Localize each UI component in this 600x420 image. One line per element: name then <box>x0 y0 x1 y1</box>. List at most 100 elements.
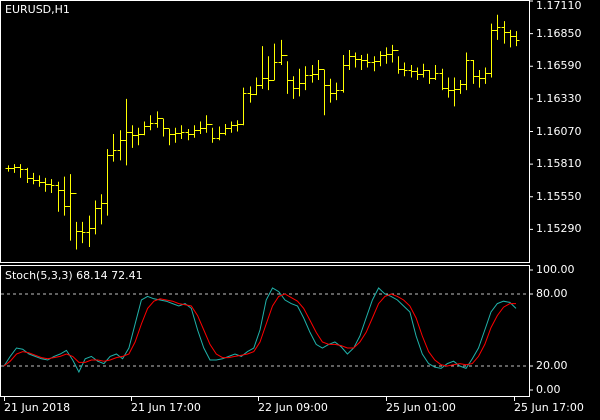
price-bar <box>228 121 235 133</box>
time-tick-label: 21 Jun 2018 <box>4 401 71 414</box>
price-bar <box>253 77 260 96</box>
price-bar <box>79 221 86 244</box>
price-bar <box>48 179 55 193</box>
time-tick-label: 25 Jun 01:00 <box>386 401 456 414</box>
price-bar <box>17 164 24 178</box>
price-bar <box>240 87 247 126</box>
price-bar <box>61 176 68 216</box>
price-bar <box>191 125 198 138</box>
price-bar <box>501 21 508 44</box>
price-tick-label: 1.15290 <box>536 222 582 236</box>
stoch-signal-line <box>3 293 516 367</box>
price-bar <box>154 111 161 128</box>
price-bar <box>476 70 483 88</box>
price-bar <box>117 130 124 161</box>
price-bar <box>451 77 458 107</box>
price-bar <box>352 52 359 68</box>
price-tick-label: 1.16850 <box>536 26 582 40</box>
price-bar <box>439 68 446 91</box>
price-bar <box>271 43 278 81</box>
price-bar <box>197 121 204 135</box>
price-bar <box>494 14 501 40</box>
price-bar <box>426 70 433 84</box>
price-bar <box>401 62 408 77</box>
stoch-tick-label: 80.00 <box>536 287 568 300</box>
price-bar <box>259 46 266 89</box>
price-bar <box>147 115 154 131</box>
time-tick-label: 21 Jun 17:00 <box>131 401 201 414</box>
price-bar <box>383 47 390 64</box>
stoch-tick-label: 0.00 <box>536 383 561 396</box>
price-bar <box>24 167 31 183</box>
price-bar <box>296 68 303 97</box>
price-bar <box>123 98 130 166</box>
price-bar <box>278 39 285 65</box>
stoch-tick-label: 20.00 <box>536 359 568 372</box>
price-bar <box>488 23 495 78</box>
stoch-axis-ticks <box>529 269 533 391</box>
price-bar <box>5 165 12 172</box>
price-bar <box>222 123 229 136</box>
time-tick-label: 25 Jun 17:00 <box>514 401 584 414</box>
price-bar <box>395 50 402 74</box>
price-bar <box>92 200 99 235</box>
price-bar <box>463 52 470 91</box>
price-bar <box>290 76 297 99</box>
price-bar <box>315 59 322 81</box>
price-tick-label: 1.16590 <box>536 59 582 73</box>
price-bar <box>321 69 328 116</box>
price-bar <box>160 118 167 137</box>
price-bar <box>86 215 93 247</box>
price-bar <box>73 193 80 250</box>
price-bar <box>340 54 347 93</box>
price-bar <box>98 194 105 225</box>
price-bar <box>420 63 427 78</box>
price-tick-label: 1.15550 <box>536 189 582 203</box>
price-bar <box>389 44 396 63</box>
price-bar <box>203 115 210 133</box>
time-axis-ticks <box>4 396 515 401</box>
price-bar <box>129 125 136 148</box>
price-bar <box>172 127 179 143</box>
price-bar <box>67 174 74 241</box>
price-bar <box>513 31 520 47</box>
price-bar <box>234 120 241 132</box>
price-bar <box>104 149 111 216</box>
price-bar <box>178 125 185 140</box>
price-bar <box>42 177 49 192</box>
price-bar <box>482 67 489 84</box>
price-bar <box>414 67 421 81</box>
price-bar <box>470 59 477 84</box>
price-bar <box>309 64 316 83</box>
price-bar <box>432 64 439 81</box>
price-axis-ticks <box>529 0 533 230</box>
price-bar <box>141 121 148 136</box>
price-bar <box>457 80 464 94</box>
price-bar <box>247 86 254 103</box>
price-tick-label: 1.16070 <box>536 124 582 138</box>
price-bar <box>327 78 334 103</box>
stoch-tick-label: 100.00 <box>536 263 575 276</box>
stoch-main-line <box>3 287 517 374</box>
price-bar <box>36 175 43 187</box>
price-bar <box>11 164 18 173</box>
price-bar <box>110 134 117 162</box>
price-bar <box>284 55 291 94</box>
price-bar <box>377 51 384 67</box>
price-bars <box>5 14 520 250</box>
price-bar <box>371 56 378 72</box>
price-tick-label: 1.15810 <box>536 157 582 171</box>
price-tick-label: 1.16330 <box>536 91 582 105</box>
price-bar <box>302 66 309 91</box>
price-bar <box>364 53 371 68</box>
price-bar <box>507 29 514 48</box>
price-bar <box>55 181 62 212</box>
symbol-label: EURUSD,H1 <box>5 3 70 16</box>
stoch-label: Stoch(5,3,3) 68.14 72.41 <box>5 269 143 282</box>
price-bar <box>216 126 223 141</box>
price-bar <box>265 56 272 91</box>
stoch-panel-frame <box>0 265 530 397</box>
price-bar <box>135 127 142 146</box>
price-bar <box>358 54 365 71</box>
